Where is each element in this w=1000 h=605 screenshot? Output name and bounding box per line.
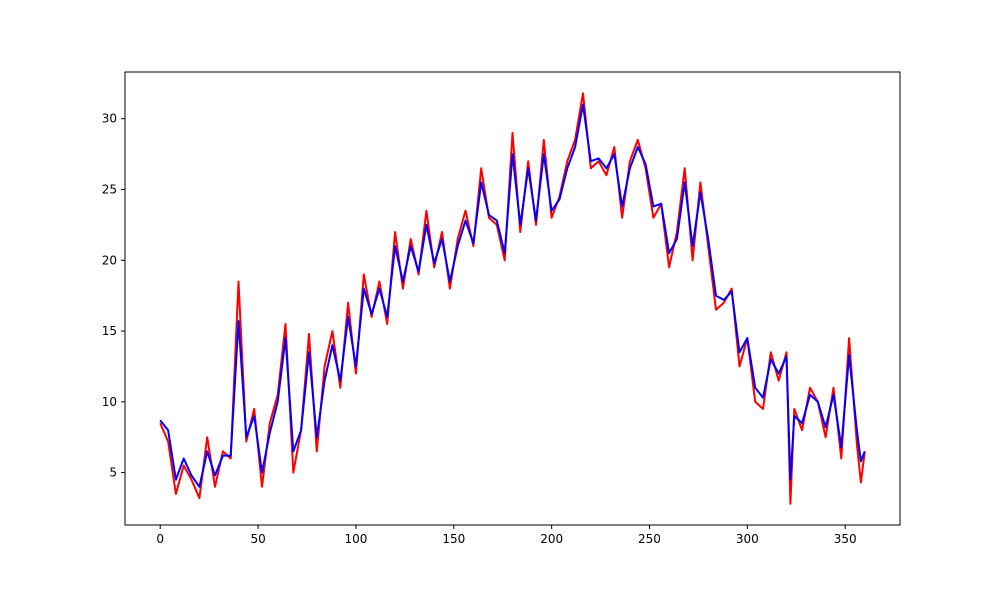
series-line-1 — [159, 103, 866, 488]
series-group — [159, 92, 866, 505]
x-tick-label: 350 — [834, 532, 857, 546]
x-tick-label: 150 — [442, 532, 465, 546]
x-tick-label: 50 — [250, 532, 265, 546]
series-line-0 — [159, 92, 866, 505]
y-tick-label: 15 — [102, 324, 117, 338]
x-tick-label: 300 — [736, 532, 759, 546]
x-tick-label: 0 — [156, 532, 164, 546]
y-axis: 5 10 15 20 25 30 — [102, 112, 125, 480]
plot-frame — [124, 71, 901, 526]
y-tick-label: 10 — [102, 395, 117, 409]
y-tick-label: 20 — [102, 253, 117, 267]
x-axis: 0 50 100 150 200 250 300 350 — [156, 525, 857, 546]
y-tick-label: 25 — [102, 182, 117, 196]
y-tick-label: 5 — [109, 466, 117, 480]
x-tick-label: 200 — [540, 532, 563, 546]
y-tick-label: 30 — [102, 112, 117, 126]
x-tick-label: 250 — [638, 532, 661, 546]
x-tick-label: 100 — [344, 532, 367, 546]
